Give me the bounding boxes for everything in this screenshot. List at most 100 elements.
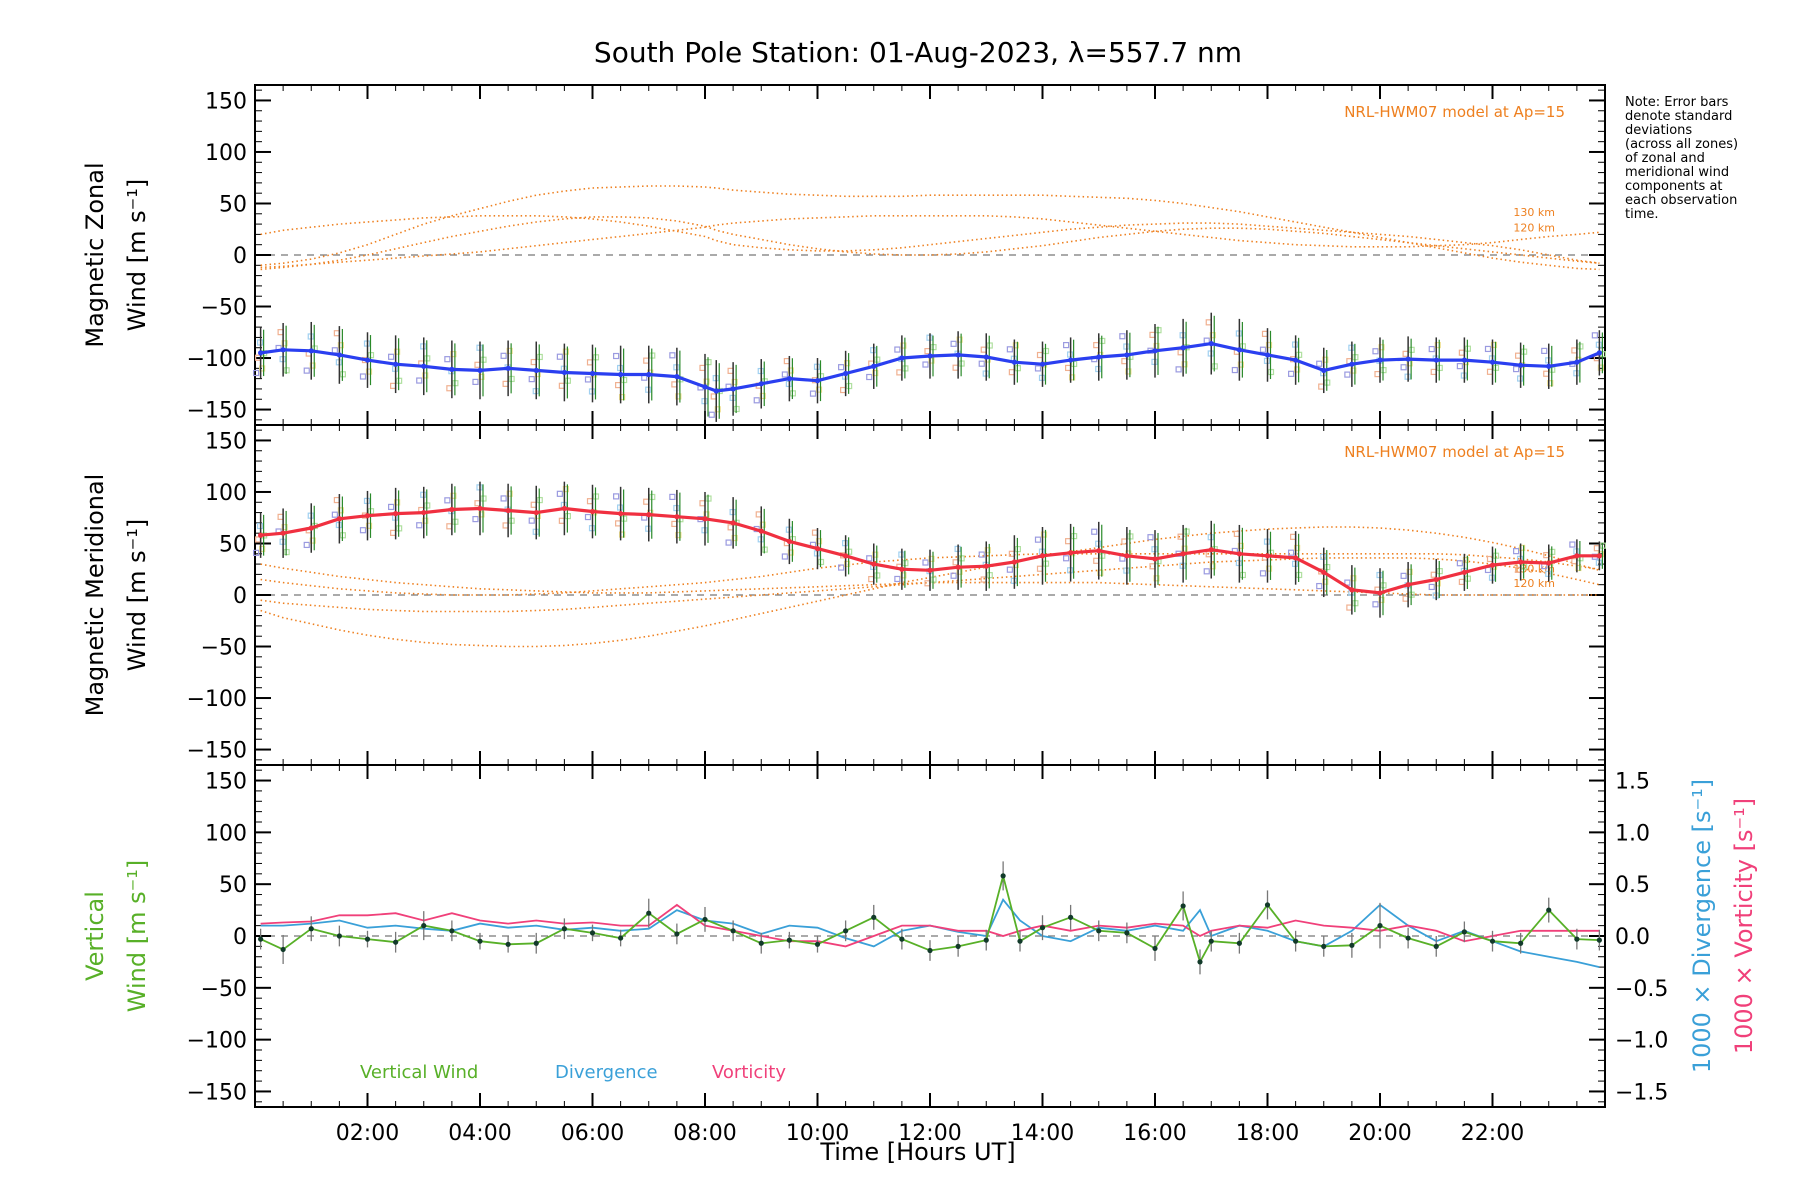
zone-point [478,373,485,380]
zone-point [528,376,535,383]
meridional-wind-point [1208,547,1214,553]
zonal-wind-point [713,388,719,394]
vertical-wind-point [308,926,314,932]
zone-point [1456,560,1463,567]
zone-point [950,572,957,579]
zone-point [281,524,288,531]
zonal-wind-point [1208,341,1214,347]
y-tick-label: −50 [201,636,247,661]
zonal-wind-point [1068,357,1074,363]
model-altitude-label: 130 km [1513,206,1555,219]
zone-point [388,503,395,511]
meridional-wind-point [646,512,652,518]
vertical-wind-point [730,928,736,934]
zone-point [394,348,401,355]
meridional-wind-point [1264,553,1271,559]
vertical-wind-point [1349,942,1355,948]
zone-point [500,495,507,502]
panel-zonal: −150 −100 −50 0 50 100 150 Magnetic Zonal Wind [… [81,84,1606,426]
y-tick-label: −150 [187,739,247,764]
vertical-wind-point [1293,938,1299,944]
zone-point [506,490,513,497]
zone-point [984,547,991,554]
meridional-wind-point [1546,560,1552,566]
x-tick-label: 18:00 [1236,1121,1299,1146]
y-tick-label: 150 [205,89,247,114]
zonal-wind-point [1321,367,1327,373]
zone-point [303,367,310,374]
zone-point [506,347,513,355]
y-tick-label: −100 [187,687,247,712]
panel-vertical: −150 −100 −50 0 50 100 150 Vertical Wind [m s⁻¹]… [81,764,1758,1108]
zonal-wind-point [589,370,596,377]
zone-point [359,527,367,534]
model-altitude-label: 120 km [1513,221,1555,234]
zone-point [359,373,367,380]
zone-point [703,378,710,385]
zonal-wind-point [1546,363,1552,369]
zonal-wind-point [1405,356,1411,362]
y-tick-label: 0 [233,925,247,950]
zone-point [584,376,592,383]
zone-point [388,353,395,360]
zone-point [472,515,479,523]
zone-point [731,378,738,386]
zone-point [259,365,266,372]
y-axis-label-line1: Magnetic Meridional [81,474,109,717]
y2-tick-label: 0.0 [1615,925,1650,950]
zone-point [450,492,457,499]
note-line: each observation [1625,193,1737,208]
y-tick-label: −50 [201,296,247,321]
zonal-wind-point [308,348,314,354]
zonal-wind-point [1096,354,1102,360]
vertical-wind-point [1124,930,1130,936]
note-line: Note: Error bars [1625,95,1729,110]
x-tick-label: 16:00 [1123,1121,1186,1146]
zone-point [922,559,929,566]
zone-point [1597,364,1604,371]
zone-point [556,353,563,360]
vertical-wind-point [814,941,821,947]
zone-point [1125,368,1132,375]
zone-point [500,352,507,359]
zone-point [444,356,451,363]
vertical-wind-point [1489,938,1496,944]
meridional-wind-point [589,508,596,515]
zone-point [1569,541,1576,548]
zone-point [900,572,907,579]
vorticity-line [260,903,1600,948]
zone-point [1513,548,1520,555]
meridional-wind-point [1377,590,1383,596]
vertical-wind-point [1208,938,1214,944]
y-tick-label: −100 [187,347,247,372]
zonal-wind-point [449,366,455,372]
x-tick-label: 08:00 [673,1121,736,1146]
zone-point [365,522,373,529]
meridional-wind-point [1349,587,1355,593]
zone-point [1040,531,1048,538]
y-tick-label: 100 [205,821,247,846]
meridional-wind-point [899,566,905,572]
zone-point [1209,332,1216,339]
zone-point [1456,363,1463,370]
y-tick-label: −150 [187,1080,247,1105]
model-label: NRL-HWM07 model at Ap=15 [1344,443,1565,461]
zone-point [365,368,373,375]
zone-point [675,393,682,400]
model-curve-model-130km [260,215,1600,264]
model-label: NRL-HWM07 model at Ap=15 [1344,103,1565,121]
vertical-wind-point [1433,943,1439,949]
zone-point [815,386,823,393]
zone-point [613,493,620,500]
y-tick-label: −100 [187,1029,247,1054]
zone-point [394,499,401,506]
vertical-wind-point [505,941,511,947]
vertical-wind-point [1518,940,1524,946]
zone-point [1378,596,1385,604]
zonal-wind-point [843,370,849,377]
zone-point [1490,341,1498,349]
y-tick-label: 150 [205,770,247,795]
vertical-wind-point [258,936,264,942]
y2-tick-label: −0.5 [1615,977,1668,1002]
zone-point [1372,348,1379,355]
